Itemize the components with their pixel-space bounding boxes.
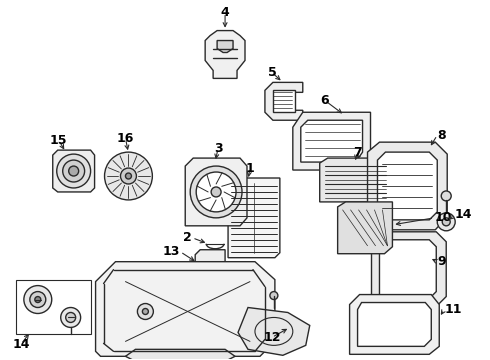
Text: 9: 9	[437, 255, 446, 268]
Text: 4: 4	[220, 6, 229, 19]
Circle shape	[66, 312, 75, 323]
Polygon shape	[185, 158, 247, 226]
Polygon shape	[379, 240, 436, 298]
Circle shape	[63, 160, 85, 182]
Bar	[16, 280, 91, 334]
Text: 11: 11	[444, 303, 462, 316]
Polygon shape	[358, 302, 431, 346]
Circle shape	[121, 168, 136, 184]
Circle shape	[202, 264, 218, 280]
Circle shape	[190, 166, 242, 218]
Polygon shape	[195, 250, 225, 293]
Text: 16: 16	[117, 132, 134, 145]
Polygon shape	[293, 112, 370, 170]
Text: 15: 15	[50, 134, 68, 147]
Circle shape	[57, 154, 91, 188]
Circle shape	[442, 218, 450, 226]
Circle shape	[104, 152, 152, 200]
Text: 14: 14	[454, 208, 472, 221]
Text: 1: 1	[245, 162, 254, 175]
Polygon shape	[349, 294, 439, 354]
Polygon shape	[338, 202, 392, 254]
Polygon shape	[96, 262, 275, 356]
Circle shape	[143, 309, 148, 315]
Polygon shape	[205, 31, 245, 78]
Text: 12: 12	[263, 331, 281, 344]
Circle shape	[69, 166, 78, 176]
Circle shape	[30, 292, 46, 307]
Text: 8: 8	[437, 129, 446, 142]
Circle shape	[24, 285, 52, 314]
Circle shape	[211, 187, 221, 197]
Polygon shape	[371, 232, 446, 306]
Polygon shape	[319, 158, 392, 202]
Polygon shape	[53, 150, 95, 192]
Text: 7: 7	[353, 145, 362, 159]
Circle shape	[137, 303, 153, 319]
Circle shape	[437, 213, 455, 231]
Text: 10: 10	[434, 211, 452, 224]
Polygon shape	[125, 349, 235, 360]
Text: 13: 13	[163, 245, 180, 258]
Circle shape	[270, 292, 278, 300]
Polygon shape	[368, 142, 447, 230]
Circle shape	[196, 172, 236, 212]
Text: 6: 6	[320, 94, 329, 107]
Polygon shape	[265, 82, 303, 120]
Polygon shape	[377, 152, 437, 220]
Text: 14: 14	[12, 338, 29, 351]
Text: 5: 5	[268, 66, 276, 79]
Text: 3: 3	[214, 141, 222, 155]
Text: 2: 2	[183, 231, 192, 244]
Circle shape	[61, 307, 81, 328]
Polygon shape	[217, 41, 233, 53]
Polygon shape	[228, 178, 280, 258]
Circle shape	[125, 173, 131, 179]
Polygon shape	[238, 307, 310, 355]
Polygon shape	[273, 90, 295, 112]
Circle shape	[441, 191, 451, 201]
Polygon shape	[301, 120, 363, 162]
Circle shape	[35, 297, 41, 302]
